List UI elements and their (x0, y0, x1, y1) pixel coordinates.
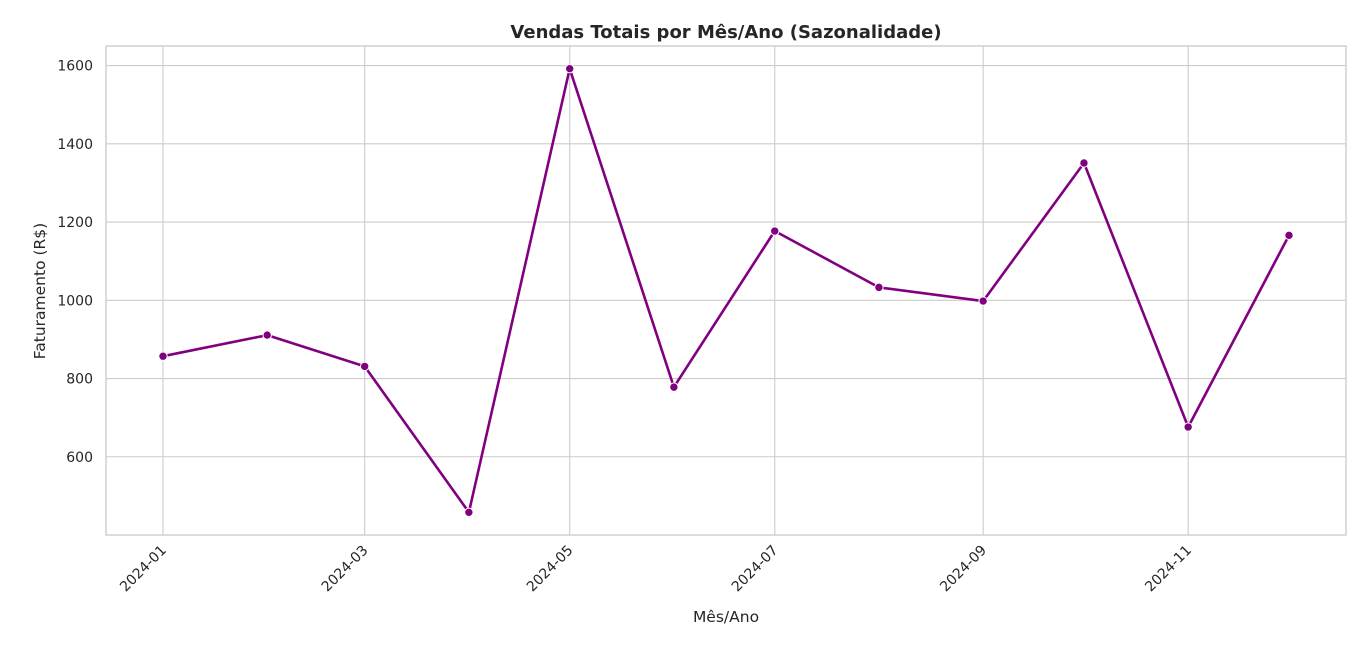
y-tick-label: 1000 (57, 293, 93, 309)
data-point (262, 330, 272, 340)
x-tick-label: 2024-11 (1142, 543, 1195, 596)
y-tick-label: 1400 (57, 137, 93, 153)
grid (106, 46, 1346, 535)
chart-title: Vendas Totais por Mês/Ano (Sazonalidade) (510, 22, 941, 43)
x-tick-label: 2024-07 (729, 543, 782, 596)
data-point (978, 296, 988, 306)
y-axis-ticks: 600 800 1000 1200 1400 1600 (57, 59, 93, 466)
data-point (1183, 422, 1193, 432)
data-point (669, 382, 679, 392)
data-point (1284, 230, 1294, 241)
x-tick-label: 2024-03 (319, 543, 372, 596)
y-tick-label: 800 (66, 372, 93, 388)
series-layer (158, 63, 1294, 518)
data-point (770, 226, 780, 236)
x-axis-label: Mês/Ano (693, 608, 759, 626)
y-tick-label: 600 (66, 450, 93, 466)
y-axis-label: Faturamento (R$) (31, 223, 49, 359)
data-point (874, 282, 884, 293)
plot-frame (105, 45, 1347, 536)
data-point (565, 63, 575, 74)
y-tick-label: 1600 (57, 59, 93, 75)
data-point (158, 351, 168, 361)
data-point (1079, 158, 1089, 168)
data-point (359, 361, 370, 372)
series-line (162, 67, 1291, 514)
y-tick-label: 1200 (57, 215, 93, 231)
x-tick-label: 2024-01 (117, 543, 170, 596)
data-point (464, 507, 474, 518)
x-tick-label: 2024-09 (937, 543, 990, 596)
x-axis-ticks: 2024-01 2024-03 2024-05 2024-07 2024-09 2024-… (117, 543, 1195, 596)
x-tick-label: 2024-05 (524, 543, 577, 596)
